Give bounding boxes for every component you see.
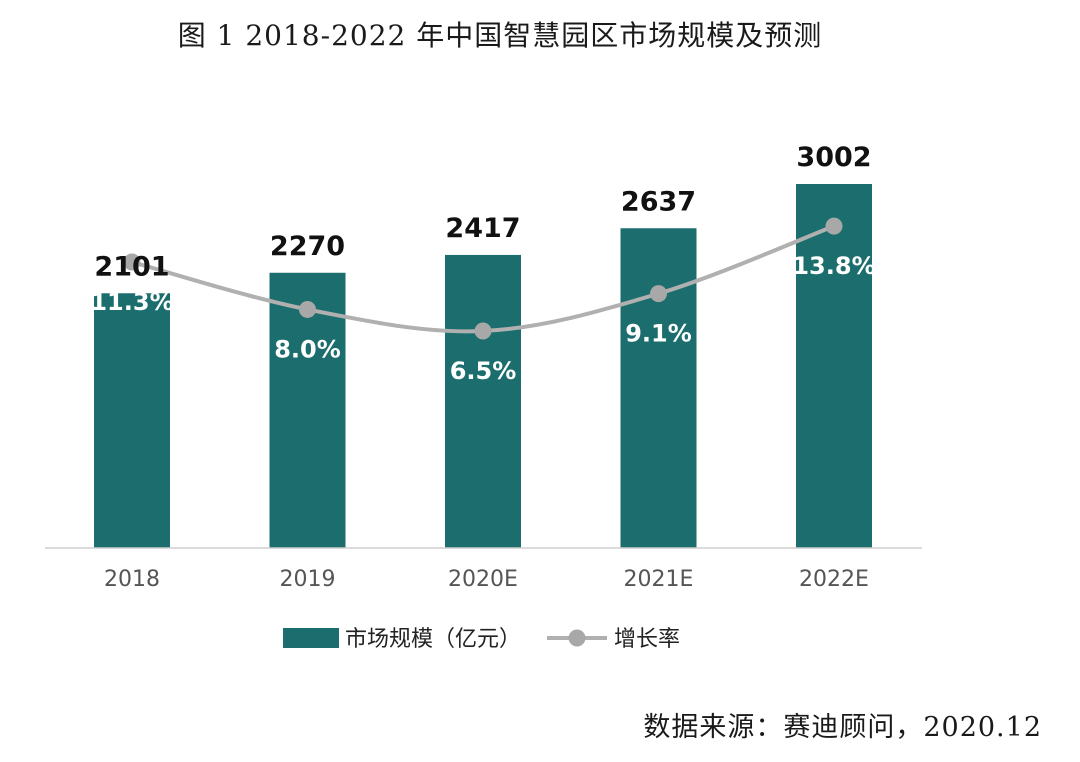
growth-rate-marker: [123, 253, 141, 271]
growth-rate-marker: [825, 217, 843, 235]
bar-2022E: [796, 184, 872, 548]
source-note: 数据来源：赛迪顾问，2020.12: [643, 712, 1042, 743]
x-tick-label: 2019: [280, 567, 336, 592]
x-tick-label: 2021E: [624, 567, 694, 592]
chart-title: 图 1 2018-2022 年中国智慧园区市场规模及预测: [177, 19, 823, 52]
bar-value-label: 3002: [796, 142, 871, 173]
chart-area: 2101 2270 2417 2637 3002 11.3% 8.0% 6.5% 9.1% 13.…: [45, 142, 922, 652]
bar-value-label: 2270: [270, 231, 345, 262]
legend-label-line: 增长率: [614, 627, 680, 652]
bar-2018: [94, 293, 170, 548]
bar-value-label: 2637: [621, 186, 696, 217]
growth-rate-marker: [474, 322, 492, 340]
growth-rate-label: 8.0%: [274, 335, 341, 363]
bar-2020E: [445, 254, 521, 548]
growth-rate-marker: [299, 300, 316, 318]
growth-rate-marker: [650, 285, 667, 303]
growth-rate-label: 9.1%: [625, 320, 692, 348]
bar-value-label: 2417: [445, 213, 520, 244]
growth-rate-label: 13.8%: [792, 252, 875, 280]
x-tick-label: 2020E: [448, 567, 518, 592]
x-tick-label: 2022E: [799, 567, 869, 592]
bar-value-label: 2101: [94, 251, 169, 282]
legend-label-bar: 市场规模（亿元）: [345, 627, 521, 652]
bar-2021E: [620, 228, 697, 549]
legend-marker-line: [568, 629, 586, 647]
x-tick-label: 2018: [104, 567, 160, 592]
growth-rate-label: 6.5%: [450, 357, 517, 385]
growth-rate-label: 11.3%: [90, 288, 173, 316]
bar-2019: [269, 272, 346, 548]
legend-swatch-bar: [283, 628, 339, 648]
